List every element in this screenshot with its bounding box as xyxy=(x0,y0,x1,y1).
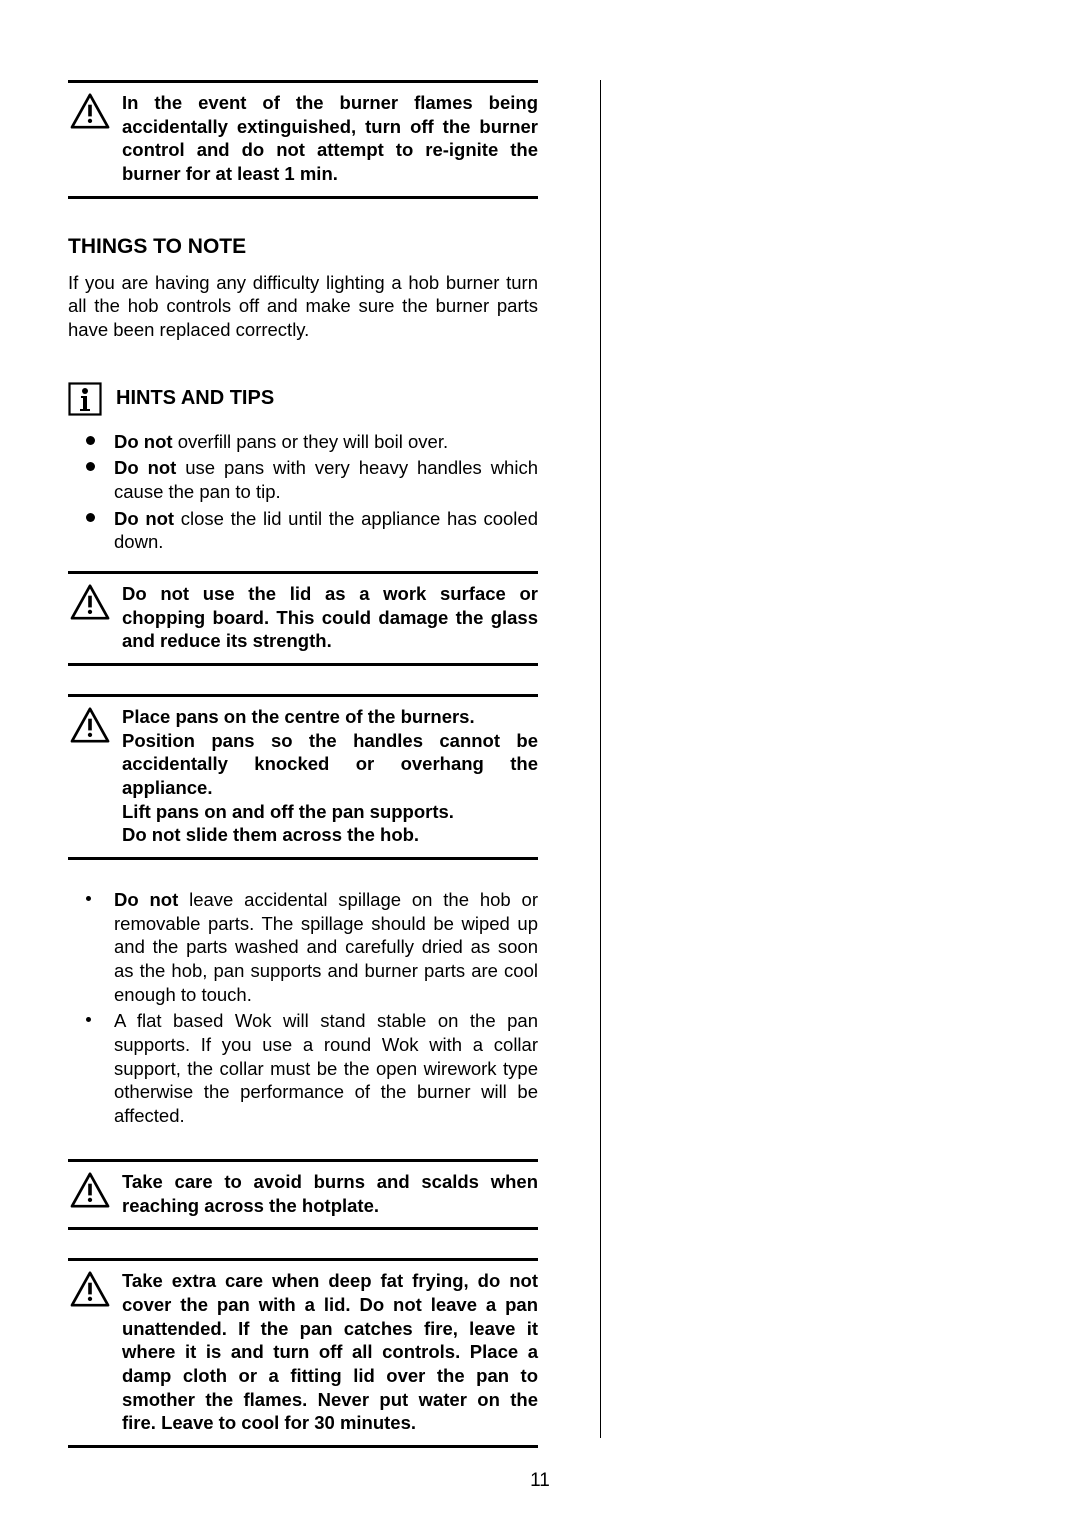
list-item: A flat based Wok will stand stable on th… xyxy=(114,1009,538,1127)
info-icon xyxy=(68,382,102,416)
rule xyxy=(68,1445,538,1448)
manual-page: In the event of the burner flames being … xyxy=(0,0,1080,1528)
warning-triangle-icon xyxy=(68,91,112,129)
warning-text: Take care to avoid burns and scalds when… xyxy=(122,1170,538,1217)
warning-triangle-icon xyxy=(68,582,112,620)
left-column: In the event of the burner flames being … xyxy=(68,80,538,1448)
warning-block-5: Take extra care when deep fat frying, do… xyxy=(68,1261,538,1445)
list-item: Do not use pans with very heavy handles … xyxy=(114,456,538,503)
hints-list: Do not overfill pans or they will boil o… xyxy=(68,430,538,554)
warning-text: Do not use the lid as a work surface or … xyxy=(122,582,538,653)
list-item: Do not close the lid until the appliance… xyxy=(114,507,538,554)
warning-triangle-icon xyxy=(68,1170,112,1208)
extra-notes-list: Do not leave accidental spillage on the … xyxy=(68,888,538,1128)
things-body: If you are having any difficulty lightin… xyxy=(68,271,538,342)
warning-triangle-icon xyxy=(68,1269,112,1307)
warning-block-2: Do not use the lid as a work surface or … xyxy=(68,574,538,663)
warning-text: In the event of the burner flames being … xyxy=(122,91,538,186)
list-item: Do not overfill pans or they will boil o… xyxy=(114,430,538,454)
warning-text: Take extra care when deep fat frying, do… xyxy=(122,1269,538,1435)
warning-text: Place pans on the centre of the burners.… xyxy=(122,705,538,847)
warning-triangle-icon xyxy=(68,705,112,743)
warning-block-1: In the event of the burner flames being … xyxy=(68,83,538,196)
list-item: Do not leave accidental spillage on the … xyxy=(114,888,538,1006)
section-title-things: THINGS TO NOTE xyxy=(68,199,538,271)
column-divider xyxy=(600,80,601,1438)
warning-block-3: Place pans on the centre of the burners.… xyxy=(68,697,538,857)
warning-block-4: Take care to avoid burns and scalds when… xyxy=(68,1162,538,1227)
hints-title: HINTS AND TIPS xyxy=(116,387,274,410)
page-number: 11 xyxy=(0,1470,1080,1492)
hints-header: HINTS AND TIPS xyxy=(68,342,538,430)
